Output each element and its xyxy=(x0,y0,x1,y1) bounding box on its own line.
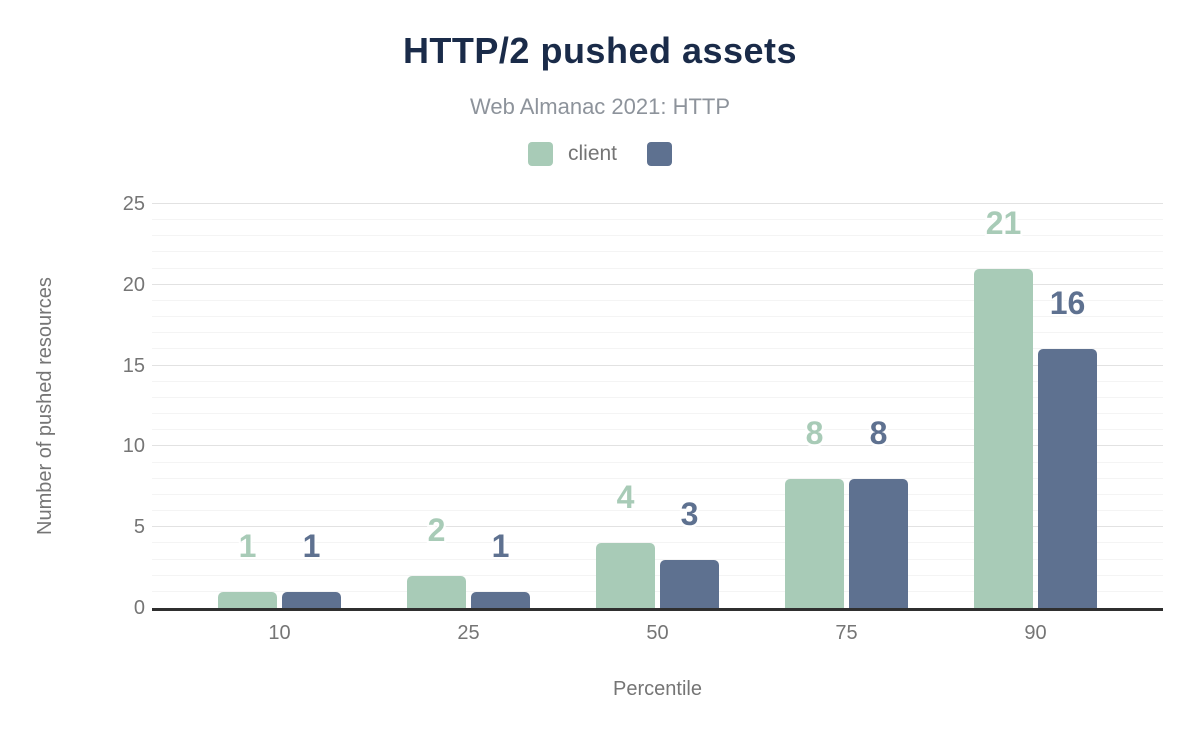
bar-value-label: 1 xyxy=(238,528,257,564)
y-axis-ticks: 0 5 10 15 20 25 xyxy=(0,194,145,618)
gridline-minor xyxy=(152,429,1163,431)
y-tick-label: 15 xyxy=(122,354,145,377)
gridline-major xyxy=(152,445,1163,447)
gridline-minor xyxy=(152,219,1163,221)
legend-swatch xyxy=(647,142,673,166)
bar-series2-p50[interactable] xyxy=(660,560,719,608)
bar-series2-p10[interactable] xyxy=(282,592,341,608)
y-tick-label: 20 xyxy=(122,273,145,296)
gridline-minor xyxy=(152,267,1163,269)
bar-value-label: 1 xyxy=(302,528,321,564)
y-tick-label: 25 xyxy=(122,193,145,215)
chart-title: HTTP/2 pushed assets xyxy=(402,30,798,71)
bar-value-label: 8 xyxy=(869,415,888,451)
gridline-minor xyxy=(152,251,1163,253)
y-tick-label: 5 xyxy=(133,516,145,539)
gridline-major xyxy=(152,283,1163,285)
gridline-minor xyxy=(152,510,1163,512)
gridline-minor xyxy=(152,413,1163,415)
x-axis-title: Percentile xyxy=(613,678,702,700)
gridline-minor xyxy=(152,558,1163,560)
legend: client xyxy=(0,142,1200,166)
bar-client-p25[interactable] xyxy=(407,576,466,608)
gridline-minor xyxy=(152,493,1163,495)
legend-swatch xyxy=(527,142,553,166)
x-axis-ticks: 10 25 50 75 90 xyxy=(152,618,1163,650)
bar-value-label: 1 xyxy=(491,528,510,564)
bar-client-p90[interactable] xyxy=(974,269,1033,608)
gridline-minor xyxy=(152,235,1163,237)
gridline-major xyxy=(152,364,1163,366)
x-tick-label: 50 xyxy=(646,622,669,644)
gridline-minor xyxy=(152,590,1163,592)
gridline-major xyxy=(152,526,1163,528)
bar-value-label: 8 xyxy=(805,415,824,451)
y-tick-label: 10 xyxy=(122,435,145,458)
bar-client-p10[interactable] xyxy=(218,592,277,608)
bar-client-p75[interactable] xyxy=(785,479,844,608)
bar-value-label: 16 xyxy=(1049,285,1086,321)
gridline-minor xyxy=(152,477,1163,479)
bar-series2-p75[interactable] xyxy=(849,479,908,608)
legend-item: client xyxy=(527,142,618,166)
gridline-minor xyxy=(152,332,1163,334)
y-tick-label: 0 xyxy=(133,597,145,619)
x-tick-label: 75 xyxy=(835,622,858,644)
gridline-minor xyxy=(152,380,1163,382)
legend-item xyxy=(647,142,673,166)
gridline-minor xyxy=(152,348,1163,350)
bar-value-label: 4 xyxy=(616,479,635,515)
bar-series2-p90[interactable] xyxy=(1038,349,1097,608)
gridline-minor xyxy=(152,396,1163,398)
x-tick-label: 25 xyxy=(457,622,480,644)
chart-subtitle: Web Almanac 2021: HTTP xyxy=(469,94,731,119)
bar-series2-p25[interactable] xyxy=(471,592,530,608)
gridline-major xyxy=(152,203,1163,204)
gridline-minor xyxy=(152,542,1163,544)
bar-value-label: 2 xyxy=(427,512,446,548)
bar-value-label: 3 xyxy=(680,496,699,532)
x-tick-label: 10 xyxy=(268,622,291,644)
gridline-minor xyxy=(152,461,1163,463)
gridline-minor xyxy=(152,299,1163,301)
bar-value-label: 21 xyxy=(985,205,1022,241)
bar-client-p50[interactable] xyxy=(596,543,655,608)
gridline-minor xyxy=(152,316,1163,318)
plot-area: 1 1 2 1 4 3 8 8 21 16 xyxy=(152,203,1163,611)
gridline-minor xyxy=(152,574,1163,576)
legend-label: client xyxy=(567,142,618,165)
x-tick-label: 90 xyxy=(1024,622,1047,644)
